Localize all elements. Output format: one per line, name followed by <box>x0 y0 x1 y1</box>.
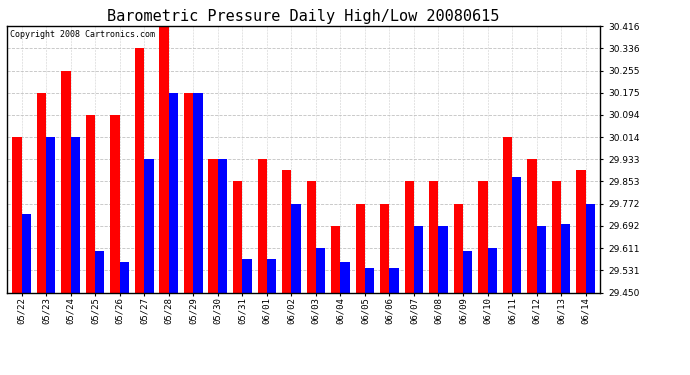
Bar <box>70 137 80 292</box>
Bar <box>488 248 497 292</box>
Bar <box>429 182 438 292</box>
Bar <box>159 26 169 292</box>
Bar <box>12 137 21 292</box>
Bar <box>340 262 350 292</box>
Bar <box>512 177 522 292</box>
Bar <box>169 93 178 292</box>
Bar <box>576 170 586 292</box>
Bar <box>233 182 242 292</box>
Bar <box>306 182 316 292</box>
Bar <box>135 48 144 292</box>
Bar <box>355 204 365 292</box>
Bar <box>389 268 399 292</box>
Bar <box>46 137 55 292</box>
Bar <box>453 204 463 292</box>
Bar <box>21 214 31 292</box>
Bar <box>61 70 70 292</box>
Bar <box>37 93 46 292</box>
Bar <box>218 159 227 292</box>
Bar <box>404 182 414 292</box>
Bar <box>380 204 389 292</box>
Bar <box>561 224 571 292</box>
Bar <box>527 159 537 292</box>
Bar <box>282 170 291 292</box>
Title: Barometric Pressure Daily High/Low 20080615: Barometric Pressure Daily High/Low 20080… <box>108 9 500 24</box>
Bar <box>316 248 325 292</box>
Bar <box>331 226 340 292</box>
Bar <box>184 93 193 292</box>
Bar <box>242 260 252 292</box>
Bar <box>365 268 374 292</box>
Bar <box>110 115 119 292</box>
Bar <box>208 159 218 292</box>
Bar <box>95 251 104 292</box>
Bar <box>119 262 129 292</box>
Bar <box>552 182 561 292</box>
Bar <box>193 93 203 292</box>
Bar <box>257 159 267 292</box>
Text: Copyright 2008 Cartronics.com: Copyright 2008 Cartronics.com <box>10 30 155 39</box>
Bar <box>537 226 546 292</box>
Bar <box>503 137 512 292</box>
Bar <box>478 182 488 292</box>
Bar <box>86 115 95 292</box>
Bar <box>586 204 595 292</box>
Bar <box>414 226 423 292</box>
Bar <box>291 204 301 292</box>
Bar <box>438 226 448 292</box>
Bar <box>463 251 472 292</box>
Bar <box>267 260 276 292</box>
Bar <box>144 159 154 292</box>
